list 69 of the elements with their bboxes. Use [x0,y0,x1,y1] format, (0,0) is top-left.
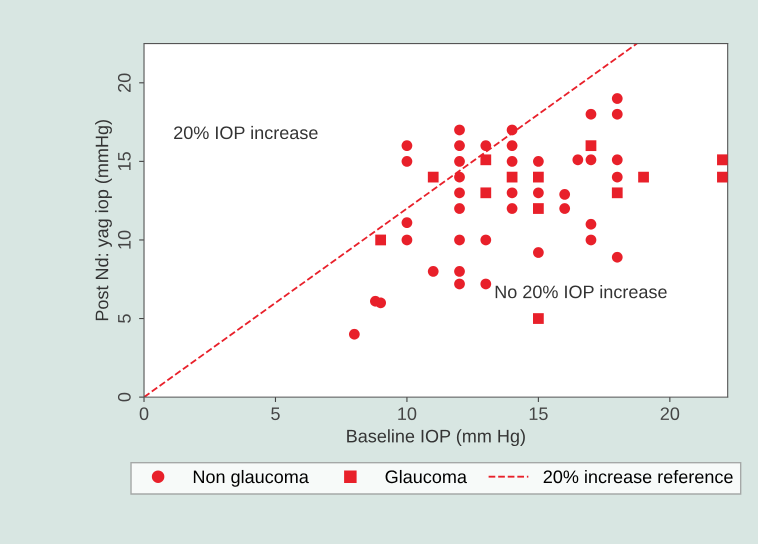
point [612,93,623,104]
point [402,156,412,167]
y-tick-label: 20 [118,73,131,92]
point [612,108,623,120]
point [454,234,465,246]
point [480,278,492,290]
point [586,140,596,152]
point [586,108,596,120]
x-tick-label: 15 [530,408,548,420]
point [586,234,596,246]
point [480,234,492,246]
point [480,154,492,166]
point [533,172,544,182]
point [454,278,465,290]
y-tick-label: 15 [118,152,131,170]
point [612,187,623,198]
point [533,156,544,167]
point [586,218,596,230]
legend-label: 20% increase reference [544,470,733,484]
y-tick-label: 10 [118,230,131,249]
x-tick-label: 5 [271,408,280,420]
x-tick-label: 0 [140,407,148,420]
point [480,187,492,198]
x-tick-label: 10 [398,407,416,420]
point [559,189,570,200]
point [533,187,544,198]
point [402,217,412,228]
annotation: 20% IOP increase [174,126,318,140]
point [506,172,518,182]
point [506,156,518,167]
point [612,172,623,182]
point [454,203,465,214]
point [638,172,649,182]
point [402,140,412,152]
point [454,124,465,136]
point [428,266,439,277]
point [717,172,728,182]
point [454,140,465,152]
y-tick-label: 5 [118,314,131,323]
point [480,140,492,152]
point [348,328,360,340]
point [454,156,465,167]
point [717,154,728,166]
point [375,297,386,308]
x-tick-label: 20 [660,407,680,420]
point [533,313,544,324]
point [454,266,465,277]
legend-label: Non glaucoma [194,470,309,487]
point [454,172,465,182]
point [533,203,544,214]
point [506,140,518,152]
point [506,124,518,136]
point [559,203,570,214]
y-axis-title: Post Nd: yag iop (mmHg) [95,120,112,320]
point [533,247,544,258]
point [572,154,584,166]
legend-label: Glaucoma [386,470,467,484]
point [612,252,623,263]
point [506,203,518,214]
annotation: No 20% IOP increase [496,285,667,298]
point [375,234,386,246]
point [454,187,465,198]
x-axis-title: Baseline IOP (mm Hg) [347,429,525,446]
y-tick-label: 0 [118,392,131,402]
point [506,187,518,198]
point [586,154,596,166]
point [402,234,412,246]
point [612,154,623,166]
point [428,172,439,182]
